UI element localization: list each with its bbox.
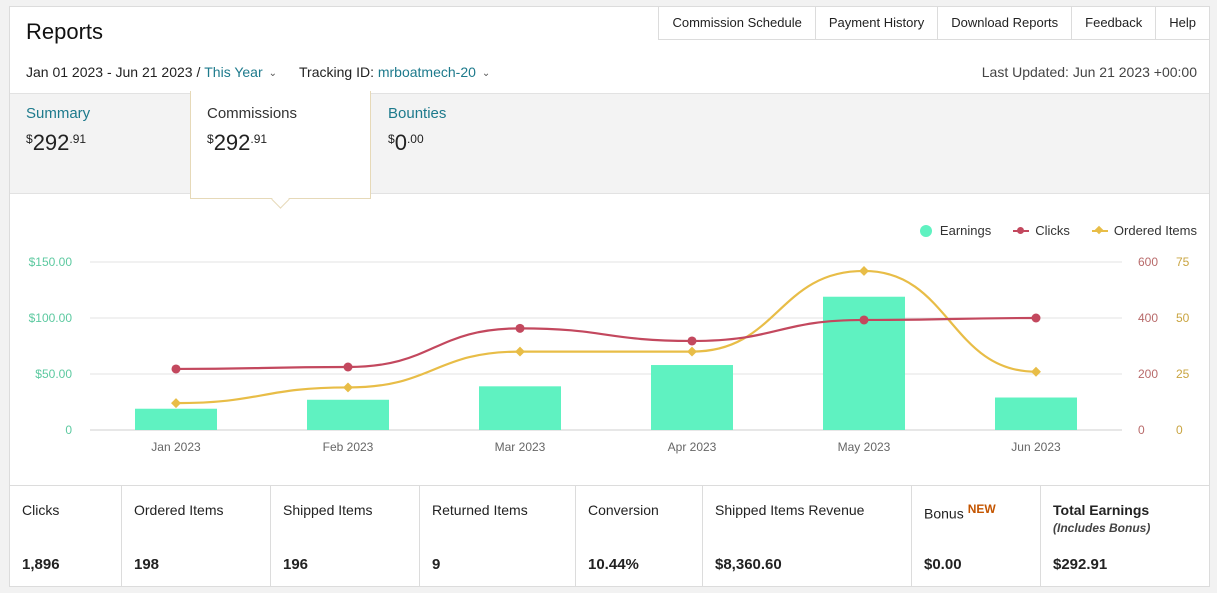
clicks-point xyxy=(515,323,525,333)
legend-ordered-items[interactable]: Ordered Items xyxy=(1091,223,1197,238)
y-right2-tick-label: 25 xyxy=(1176,367,1190,381)
tab-commissions-amount: $292.91 xyxy=(207,130,268,155)
tracking-label: Tracking ID: xyxy=(299,64,374,80)
legend-earnings[interactable]: Earnings xyxy=(919,223,991,238)
earnings-bar xyxy=(479,386,561,430)
y-right2-tick-label: 50 xyxy=(1176,311,1190,325)
tab-commissions[interactable]: Commissions $292.91 xyxy=(207,105,297,156)
stat-shipped-items: Shipped Items 196 xyxy=(271,486,420,587)
stats-row: Clicks 1,896 Ordered Items 198 Shipped Ite… xyxy=(10,485,1209,587)
y-left-tick-label: 0 xyxy=(65,423,72,437)
tab-bounties-amount: $0.00 xyxy=(388,130,424,155)
stat-clicks: Clicks 1,896 xyxy=(10,486,122,587)
x-tick-label: Apr 2023 xyxy=(668,440,717,454)
chevron-down-icon[interactable]: ⌄ xyxy=(268,67,278,79)
clicks-point xyxy=(1031,313,1041,323)
chart-legend: Earnings Clicks Ordered Items xyxy=(898,223,1197,238)
ordered-items-point xyxy=(687,346,697,357)
date-bar: Jan 01 2023 - Jun 21 2023 / This Year ⌄ … xyxy=(26,64,512,80)
y-left-tick-label: $150.00 xyxy=(29,255,73,269)
period-dropdown[interactable]: This Year xyxy=(204,64,263,80)
top-links: Commission Schedule Payment History Down… xyxy=(658,6,1210,40)
feedback-link[interactable]: Feedback xyxy=(1072,6,1157,40)
earnings-bar xyxy=(651,365,733,430)
y-right1-tick-label: 0 xyxy=(1138,423,1145,437)
clicks-point xyxy=(687,336,697,346)
stat-total-earnings: Total Earnings (Includes Bonus) $292.91 xyxy=(1053,502,1151,573)
x-tick-label: May 2023 xyxy=(838,440,891,454)
x-tick-label: Feb 2023 xyxy=(323,440,374,454)
tab-commissions-label: Commissions xyxy=(207,105,298,122)
earnings-swatch xyxy=(919,224,932,237)
ordered-items-line xyxy=(175,269,1037,405)
active-tab-card xyxy=(190,91,371,199)
reports-panel: Reports Commission Schedule Payment Hist… xyxy=(9,6,1210,587)
ordered-items-point xyxy=(859,266,869,276)
stat-returned-items: Returned Items 9 xyxy=(420,486,576,587)
clicks-line xyxy=(175,316,1037,371)
x-tick-label: Jan 2023 xyxy=(151,440,201,454)
earnings-bar xyxy=(995,397,1077,430)
commission-schedule-link[interactable]: Commission Schedule xyxy=(659,6,816,40)
x-tick-label: Mar 2023 xyxy=(495,440,546,454)
page-title: Reports xyxy=(26,19,104,44)
ordered-items-point xyxy=(515,346,525,357)
y-left-tick-label: $50.00 xyxy=(35,367,72,381)
earnings-chart: 0 0 0 $50.00 200 25 $100.00 400 50 $150.00 600 75 Ja… xyxy=(29,255,1190,454)
ordered-items-point xyxy=(171,398,181,409)
earnings-bar xyxy=(307,399,389,430)
new-badge: NEW xyxy=(967,502,996,516)
clicks-point xyxy=(859,315,869,325)
y-right2-tick-label: 0 xyxy=(1176,423,1183,437)
download-reports-link[interactable]: Download Reports xyxy=(938,6,1073,40)
last-updated: Last Updated: Jun 21 2023 +00:00 xyxy=(981,64,1197,80)
clicks-swatch xyxy=(1013,226,1030,234)
y-right1-tick-label: 600 xyxy=(1138,255,1158,269)
y-right1-tick-label: 400 xyxy=(1138,311,1158,325)
y-left-tick-label: $100.00 xyxy=(29,311,73,325)
tab-summary-amount: $292.91 xyxy=(26,130,87,155)
stat-shipped-revenue: Shipped Items Revenue $8,360.60 xyxy=(703,486,912,587)
stat-conversion: Conversion 10.44% xyxy=(576,486,703,587)
tab-summary[interactable]: Summary $292.91 xyxy=(26,105,90,156)
y-right1-tick-label: 200 xyxy=(1138,367,1158,381)
x-tick-label: Jun 2023 xyxy=(1011,440,1061,454)
clicks-point xyxy=(343,362,353,372)
payment-history-link[interactable]: Payment History xyxy=(815,6,939,40)
ordered-items-point xyxy=(343,382,353,393)
clicks-point xyxy=(171,364,181,374)
tab-bounties-label: Bounties xyxy=(388,105,447,122)
legend-clicks[interactable]: Clicks xyxy=(1013,223,1070,238)
ordered-items-point xyxy=(1031,366,1041,377)
chevron-down-icon[interactable]: ⌄ xyxy=(481,67,491,79)
tab-bounties[interactable]: Bounties $0.00 xyxy=(388,105,446,156)
stat-ordered-items: Ordered Items 198 xyxy=(122,486,271,587)
y-right2-tick-label: 75 xyxy=(1176,255,1190,269)
tab-summary-label: Summary xyxy=(26,105,91,122)
help-link[interactable]: Help xyxy=(1156,6,1210,40)
stat-bonus: Bonus NEW $0.00 xyxy=(912,486,1041,587)
ordered-swatch xyxy=(1091,225,1108,234)
tracking-id-dropdown[interactable]: mrboatmech-20 xyxy=(377,64,476,80)
date-range: Jan 01 2023 - Jun 21 2023 / xyxy=(26,64,201,80)
earnings-bar xyxy=(135,408,217,430)
